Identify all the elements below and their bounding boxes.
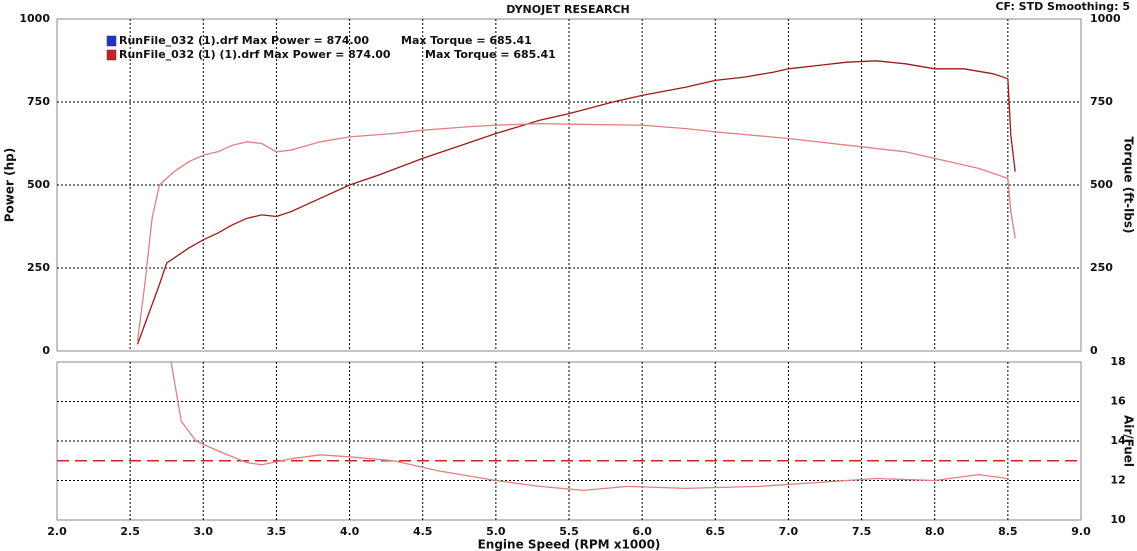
- y-tick-label: 12: [1110, 474, 1125, 487]
- y-tick-label: 250: [27, 261, 50, 274]
- legend-label: RunFile_032 (1) (1).drf Max Power = 874.…: [119, 48, 391, 61]
- y2-axis-label: Torque (ft-lbs): [1122, 137, 1136, 234]
- y-tick-label: 750: [27, 95, 50, 108]
- y-tick-label: 500: [27, 178, 50, 191]
- x-tick-label: 6.5: [706, 525, 726, 538]
- x-tick-label: 2.0: [47, 525, 67, 538]
- x-tick-label: 7.5: [852, 525, 872, 538]
- x-tick-label: 4.5: [413, 525, 433, 538]
- x-tick-label: 4.0: [340, 525, 360, 538]
- x-tick-label: 8.0: [925, 525, 945, 538]
- y-tick-label: 16: [1110, 395, 1126, 408]
- y-tick-label: 0: [42, 344, 50, 357]
- x-tick-label: 3.5: [267, 525, 287, 538]
- x-tick-label: 6.0: [632, 525, 652, 538]
- chart-title: DYNOJET RESEARCH: [506, 3, 629, 16]
- x-tick-label: 5.5: [559, 525, 579, 538]
- legend-extra: Max Torque = 685.41: [401, 34, 532, 47]
- y-tick-label: 18: [1110, 355, 1125, 368]
- y2-tick-label: 500: [1090, 178, 1113, 191]
- legend-swatch: [106, 35, 117, 47]
- y-tick-label: 10: [1110, 513, 1126, 526]
- x-axis-label: Engine Speed (RPM x1000): [478, 538, 661, 551]
- legend-label: RunFile_032 (1).drf Max Power = 874.00: [119, 34, 369, 47]
- x-tick-label: 2.5: [120, 525, 140, 538]
- settings-label: CF: STD Smoothing: 5: [995, 0, 1130, 13]
- y2-tick-label: 1000: [1090, 12, 1121, 25]
- y-tick-label: 14: [1110, 434, 1126, 447]
- y2-tick-label: 0: [1090, 344, 1098, 357]
- data-line: [170, 361, 1008, 492]
- y-axis-label: Power (hp): [3, 148, 17, 222]
- x-tick-label: 7.0: [779, 525, 799, 538]
- y-tick-label: 1000: [19, 12, 50, 25]
- y2-tick-label: 250: [1090, 261, 1113, 274]
- y2-tick-label: 750: [1090, 95, 1113, 108]
- x-tick-label: 3.0: [194, 525, 214, 538]
- data-line: [136, 122, 1016, 342]
- x-tick-label: 9.0: [1071, 525, 1091, 538]
- x-tick-label: 5.0: [486, 525, 506, 538]
- y-axis-label: Air/Fuel: [1122, 415, 1136, 467]
- legend-swatch: [106, 49, 117, 61]
- x-tick-label: 8.5: [998, 525, 1018, 538]
- data-line: [136, 60, 1016, 345]
- legend-extra: Max Torque = 685.41: [425, 48, 556, 61]
